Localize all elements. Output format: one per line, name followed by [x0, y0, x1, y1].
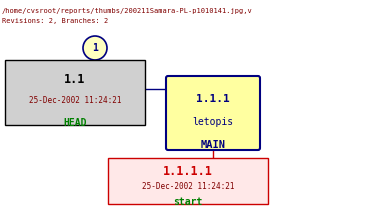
Text: start: start [173, 197, 203, 207]
FancyBboxPatch shape [166, 76, 260, 150]
Text: 1.1: 1.1 [64, 73, 86, 86]
Text: 1: 1 [92, 43, 98, 53]
Text: /home/cvsroot/reports/thumbs/200211Samara-PL-p1010141.jpg,v: /home/cvsroot/reports/thumbs/200211Samar… [2, 8, 253, 14]
Text: 1.1.1.1: 1.1.1.1 [163, 165, 213, 178]
Text: HEAD: HEAD [63, 118, 87, 128]
Text: Revisions: 2, Branches: 2: Revisions: 2, Branches: 2 [2, 18, 108, 24]
Text: MAIN: MAIN [200, 141, 226, 150]
Text: 25-Dec-2002 11:24:21: 25-Dec-2002 11:24:21 [29, 96, 121, 106]
Text: 1.1.1: 1.1.1 [196, 94, 230, 104]
Text: letopis: letopis [193, 117, 233, 127]
Text: 25-Dec-2002 11:24:21: 25-Dec-2002 11:24:21 [142, 183, 234, 191]
Circle shape [83, 36, 107, 60]
FancyBboxPatch shape [108, 158, 268, 204]
FancyBboxPatch shape [5, 60, 145, 125]
